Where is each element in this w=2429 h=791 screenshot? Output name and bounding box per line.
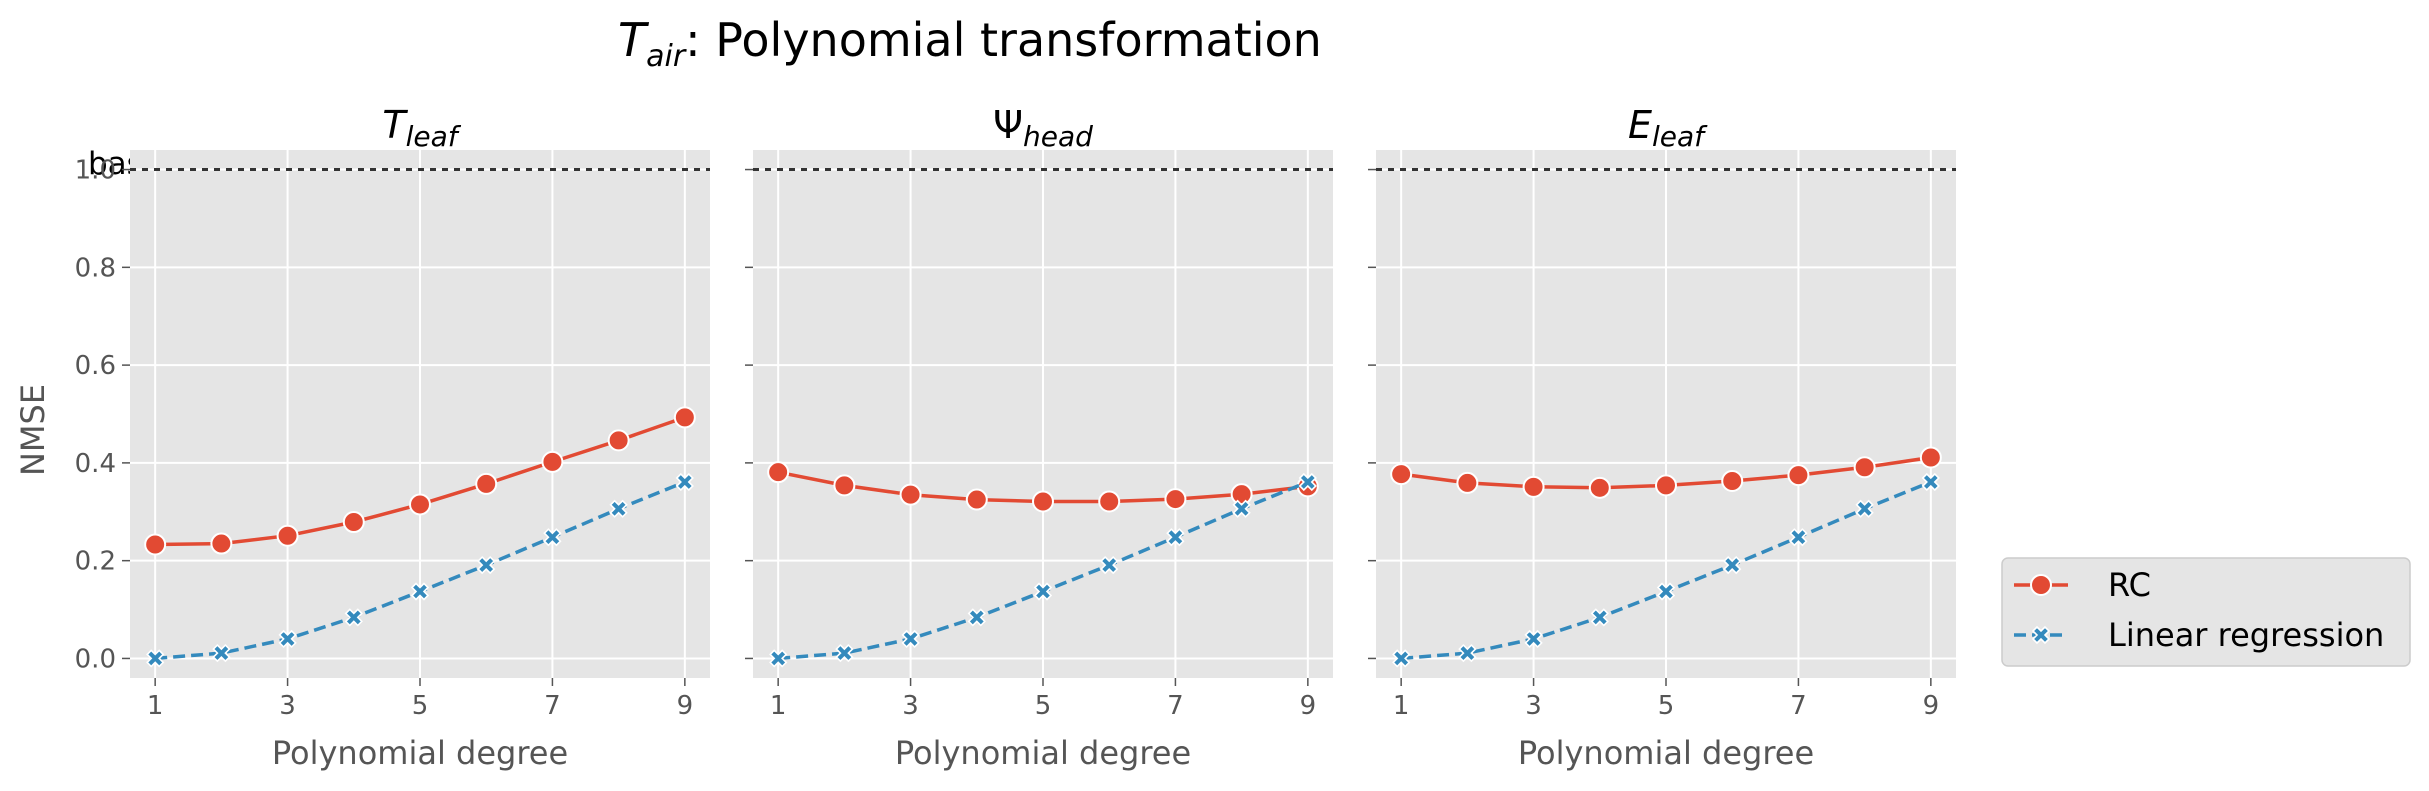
- x-tick-label: 1: [1393, 691, 1410, 721]
- data-point-lr: [278, 629, 297, 649]
- x-tick-label: 3: [279, 691, 296, 721]
- data-point-rc: [409, 493, 431, 516]
- x-tick-label: 9: [1300, 691, 1317, 721]
- data-point-lr: [1392, 649, 1411, 668]
- data-point-lr: [1033, 582, 1053, 601]
- x-tick-label: 7: [544, 691, 561, 721]
- data-point-lr: [410, 582, 430, 601]
- data-point-lr: [1458, 643, 1477, 663]
- data-point-rc: [541, 450, 564, 473]
- data-point-lr: [835, 643, 854, 663]
- data-point-lr: [212, 643, 231, 663]
- data-point-lr: [1100, 555, 1119, 575]
- data-point-rc: [965, 488, 988, 511]
- y-tick-label: 0.6: [75, 351, 116, 381]
- y-tick-label: 0.0: [75, 644, 116, 674]
- data-point-rc: [1655, 474, 1677, 497]
- data-point-rc: [1164, 488, 1187, 511]
- panel-title: Eleaf: [1628, 103, 1708, 153]
- data-point-lr: [543, 528, 562, 547]
- y-tick-label: 0.2: [75, 547, 116, 577]
- data-point-rc: [767, 461, 790, 484]
- data-point-lr: [146, 649, 165, 668]
- panel-3: 1 3 5 7 9 Eleaf Polynomial degree: [1368, 103, 1956, 772]
- data-point-lr: [769, 649, 788, 668]
- data-point-rc: [899, 483, 922, 506]
- data-point-rc: [1787, 464, 1810, 487]
- x-tick-label: 5: [1658, 691, 1675, 721]
- panel-title: Ψhead: [993, 103, 1093, 153]
- data-point-rc: [607, 429, 630, 452]
- data-point-lr: [344, 608, 363, 627]
- data-point-rc: [1456, 471, 1479, 494]
- data-point-lr: [1656, 582, 1676, 601]
- data-point-rc: [1522, 475, 1545, 498]
- data-point-lr: [477, 555, 496, 575]
- data-point-lr: [1166, 528, 1185, 547]
- x-tick-label: 9: [677, 691, 694, 721]
- data-point-rc: [833, 474, 856, 497]
- y-axis-label: NMSE: [14, 384, 52, 476]
- panels: 0.0 0.2 0.4 0.6 0.8 1.0 1 3 5 7 9 Tleaf Polynomial d…: [75, 103, 1956, 772]
- data-point-rc: [1588, 476, 1611, 499]
- figure-title: Tair: Polynomial transformation: [618, 13, 1322, 74]
- legend-lr-label: Linear regression: [2108, 616, 2384, 654]
- data-point-lr: [1590, 608, 1609, 627]
- data-point-rc: [276, 524, 299, 547]
- legend: RC Linear regression: [2001, 557, 2411, 667]
- x-tick-label: 5: [412, 691, 429, 721]
- data-point-lr: [1232, 499, 1251, 518]
- data-point-lr: [609, 499, 628, 518]
- data-point-lr: [901, 629, 920, 649]
- x-tick-label: 7: [1167, 691, 1184, 721]
- panel-2: 1 3 5 7 9 Ψhead Polynomial degree: [745, 103, 1333, 772]
- x-tick-label: 1: [147, 691, 164, 721]
- panel-1: 0.0 0.2 0.4 0.6 0.8 1.0 1 3 5 7 9 Tleaf Polynomial d…: [75, 103, 710, 772]
- data-point-lr: [1723, 555, 1742, 575]
- legend-box: [2001, 557, 2411, 667]
- x-tick-label: 5: [1035, 691, 1052, 721]
- x-tick-label: 9: [1923, 691, 1940, 721]
- data-point-rc: [475, 472, 498, 495]
- data-point-lr: [967, 608, 986, 627]
- data-point-rc: [1919, 446, 1942, 469]
- data-point-lr: [1789, 528, 1808, 547]
- legend-rc-marker: [2030, 574, 2052, 596]
- data-point-rc: [342, 511, 365, 534]
- x-axis-label: Polynomial degree: [272, 734, 568, 772]
- x-axis-label: Polynomial degree: [1518, 734, 1814, 772]
- data-point-lr: [1298, 472, 1317, 492]
- y-tick-label: 0.4: [75, 449, 116, 479]
- y-tick-label: 1.0: [75, 156, 116, 186]
- legend-rc-label: RC: [2108, 566, 2151, 604]
- data-point-rc: [144, 533, 167, 556]
- data-point-lr: [675, 472, 694, 492]
- data-point-rc: [673, 406, 696, 429]
- data-point-rc: [210, 532, 233, 555]
- data-point-rc: [1853, 456, 1876, 479]
- legend-lr-marker: [2031, 625, 2051, 645]
- x-tick-label: 3: [1525, 691, 1542, 721]
- data-point-lr: [1524, 629, 1543, 649]
- panel-title: Tleaf: [382, 103, 461, 153]
- x-axis-label: Polynomial degree: [895, 734, 1191, 772]
- data-point-lr: [1855, 499, 1874, 518]
- data-point-rc: [1098, 490, 1121, 513]
- data-point-rc: [1032, 490, 1054, 513]
- data-point-rc: [1721, 469, 1744, 492]
- data-point-lr: [1921, 472, 1940, 492]
- x-tick-label: 3: [902, 691, 919, 721]
- x-tick-label: 1: [770, 691, 787, 721]
- data-point-rc: [1230, 483, 1253, 506]
- data-point-rc: [1390, 463, 1413, 486]
- x-tick-label: 7: [1790, 691, 1807, 721]
- y-tick-label: 0.8: [75, 253, 116, 283]
